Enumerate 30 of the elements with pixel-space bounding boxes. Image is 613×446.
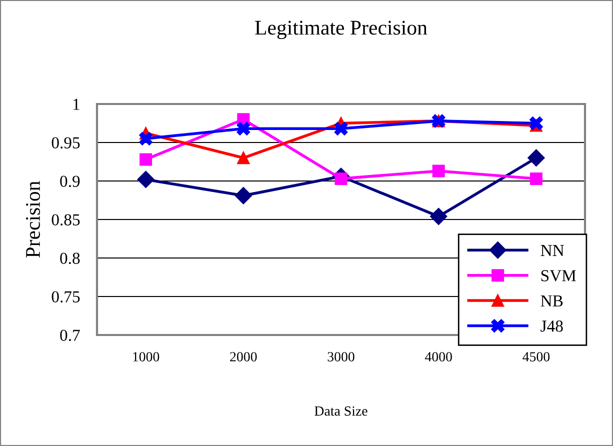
- point: [528, 149, 545, 166]
- y-tick-label: 0.95: [52, 137, 80, 149]
- point: [138, 132, 153, 146]
- x-tick-label: 3000: [328, 352, 354, 362]
- y-tick-label: 1: [73, 98, 80, 110]
- x-tick-label: 4500: [522, 352, 550, 362]
- y-tick-label: 0.85: [52, 214, 80, 226]
- legend-label: NN: [540, 245, 564, 256]
- x-tick-label: 4000: [424, 352, 452, 362]
- point: [334, 122, 348, 136]
- y-tick-label: 0.8: [60, 252, 80, 264]
- x-tick-label: 2000: [230, 352, 257, 362]
- legend-label: NB: [540, 295, 563, 306]
- point: [432, 164, 445, 178]
- point: [234, 187, 252, 204]
- legend-label: SVM: [541, 270, 576, 282]
- y-tick-label: 0.75: [52, 291, 80, 303]
- chart-title: Legitimate Precision: [255, 20, 428, 40]
- point: [140, 153, 152, 166]
- x-tick-label: 1000: [133, 352, 160, 362]
- x-axis-title: Data Size: [314, 406, 368, 416]
- point: [137, 170, 154, 188]
- point: [237, 152, 250, 164]
- point: [430, 208, 448, 225]
- point: [236, 122, 250, 136]
- point: [530, 172, 542, 185]
- y-axis-title: Precision: [26, 181, 40, 258]
- y-tick-label: 0.7: [60, 330, 80, 342]
- y-tick-label: 0.9: [60, 176, 80, 188]
- legend-label: J48: [540, 320, 563, 332]
